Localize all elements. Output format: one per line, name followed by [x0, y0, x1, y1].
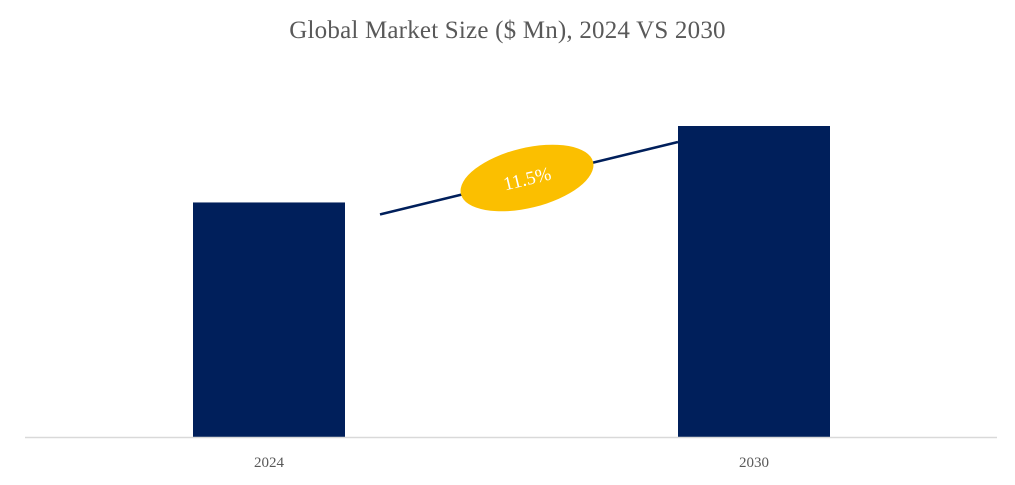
bar-2030	[678, 126, 830, 437]
growth-annotation: 11.5%	[379, 140, 679, 216]
tick-labels-layer: 2024 2030	[254, 455, 769, 471]
growth-badge: 11.5%	[460, 144, 594, 212]
growth-badge-ellipse	[460, 144, 594, 212]
chart-title: Global Market Size ($ Mn), 2024 VS 2030	[289, 17, 726, 44]
x-tick-label-2030: 2030	[739, 455, 769, 471]
bar-2024	[193, 202, 345, 437]
x-tick-label-2024: 2024	[254, 455, 285, 471]
bars-layer	[193, 126, 830, 437]
